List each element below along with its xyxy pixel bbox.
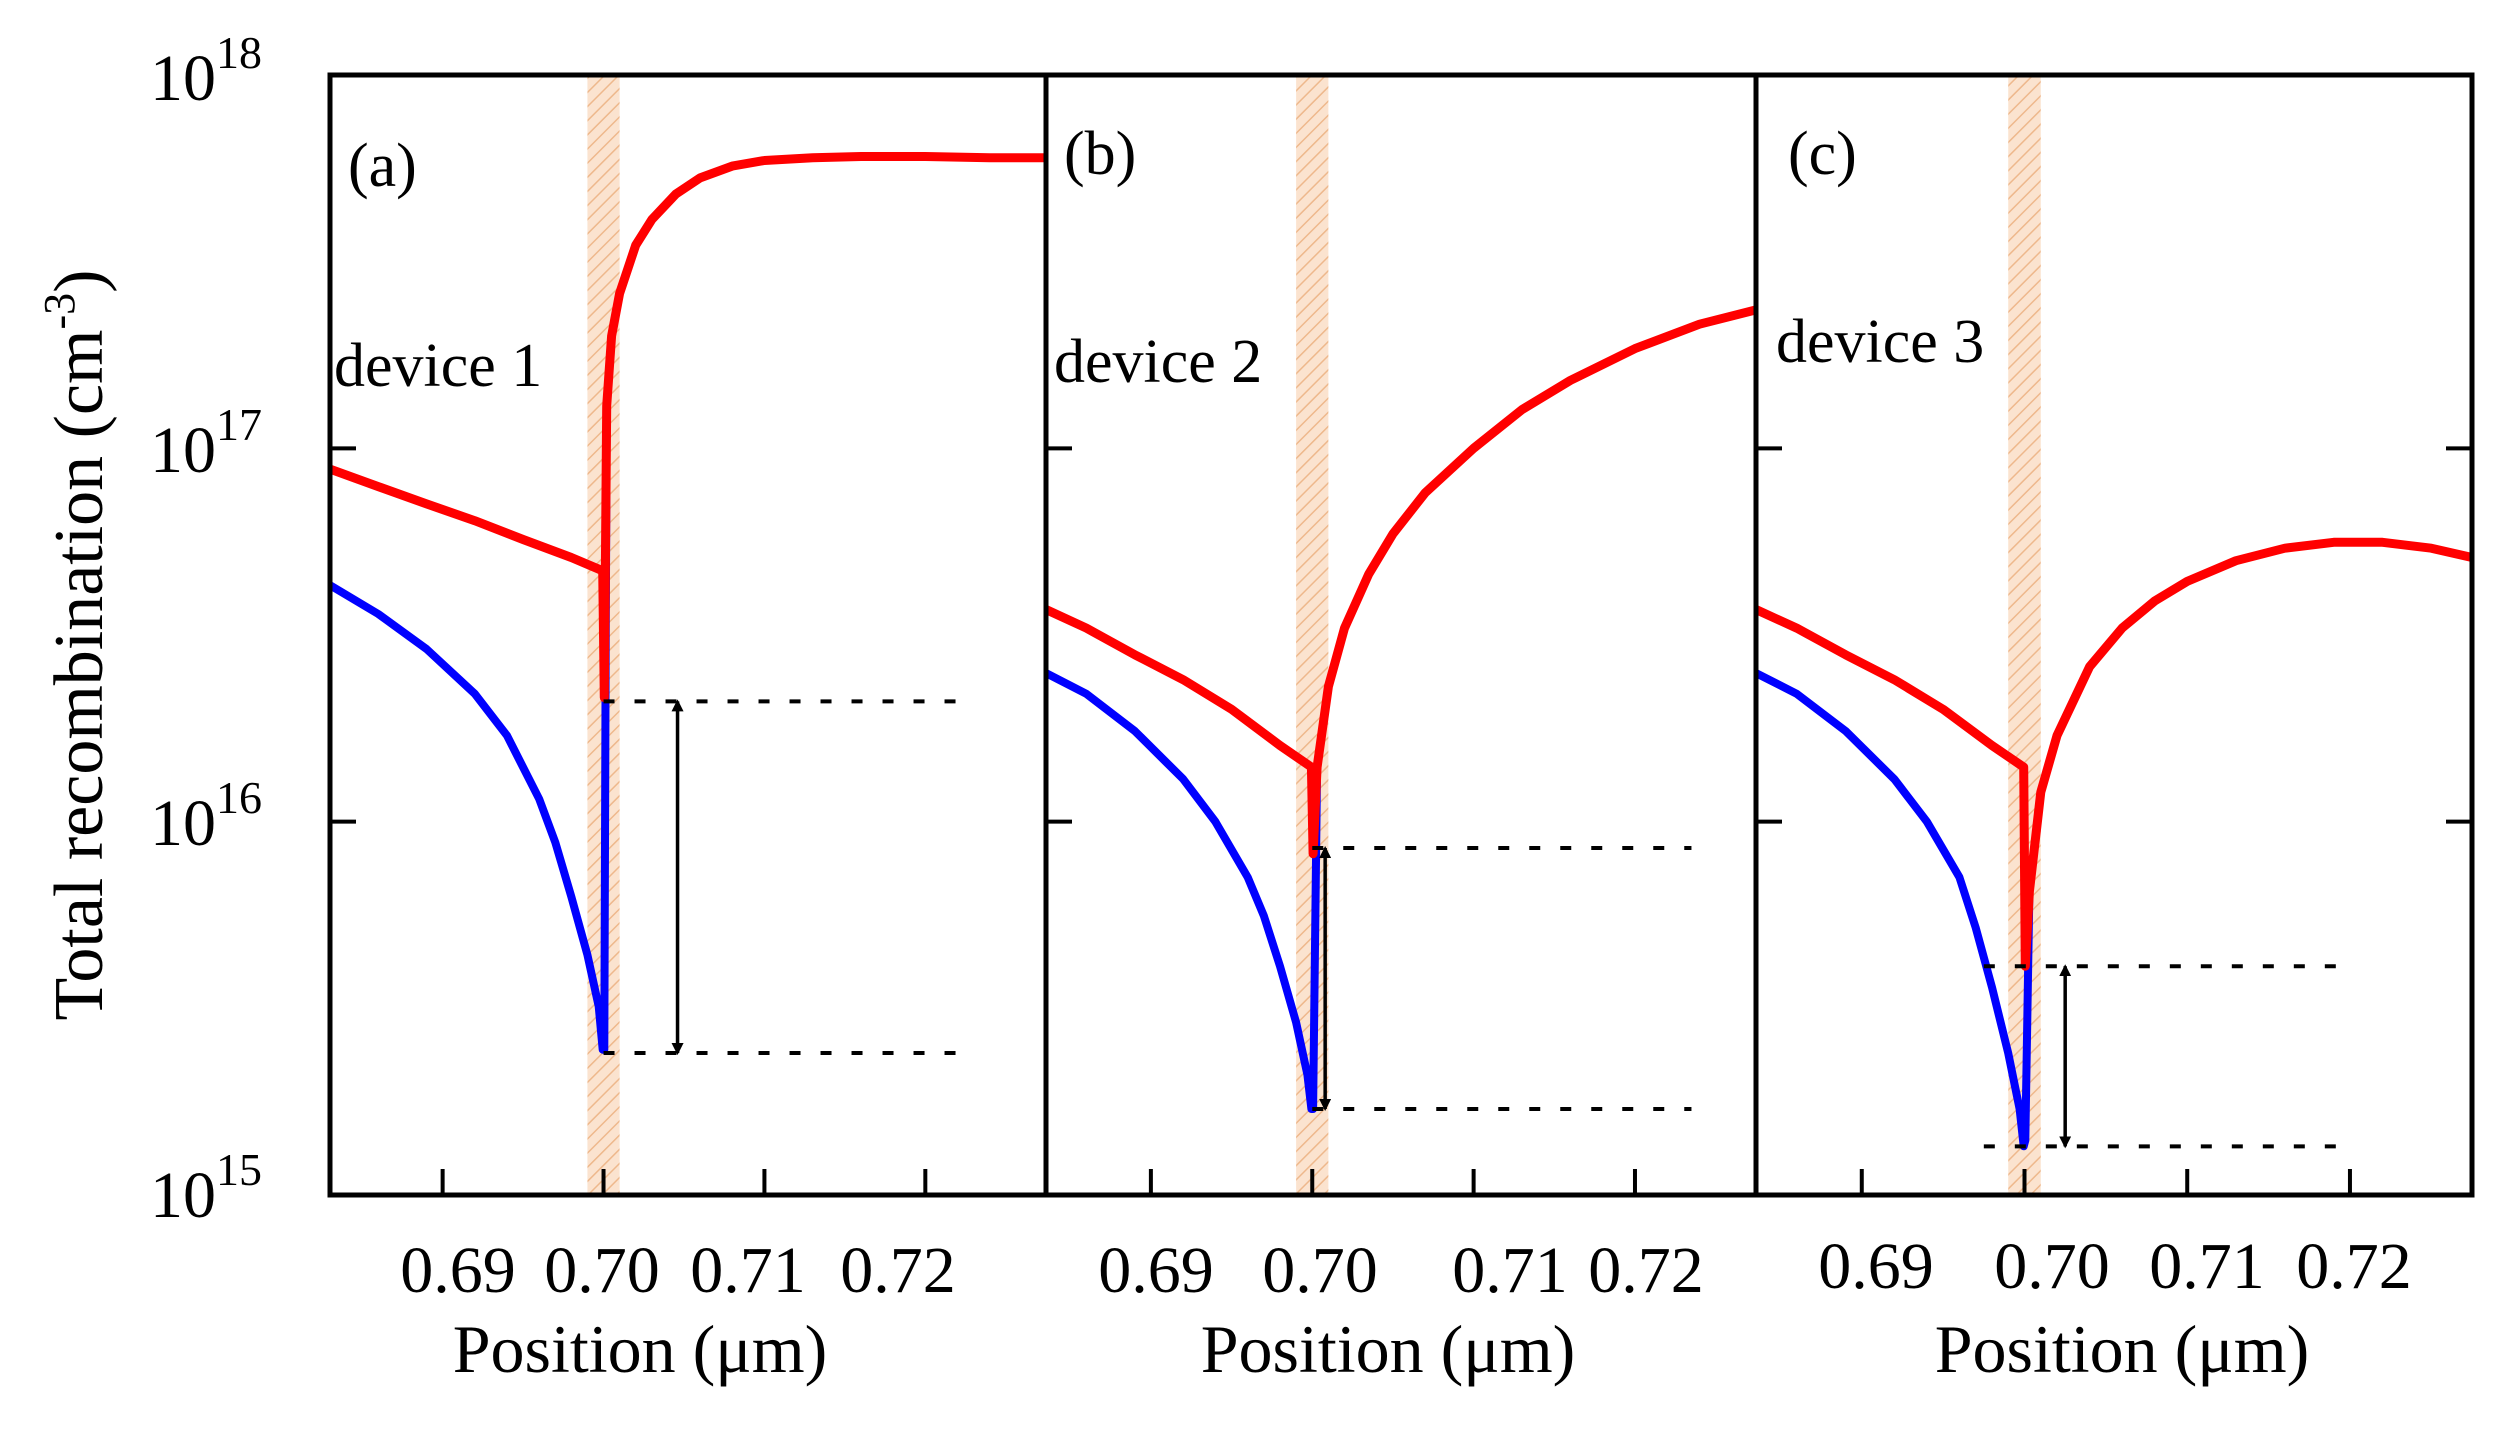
device-label: device 2 [1054,328,1262,396]
red-curve [1046,305,1756,859]
y-ticks [1756,446,2472,824]
x-ticks [1859,1169,2352,1195]
x-axis-label: Position (μm) [1201,1311,1576,1387]
panel-label: (c) [1788,120,1857,188]
red-curve [1756,537,2472,971]
blue-curve [1046,305,1756,1113]
x-tick-label: 0.70 [1994,1230,2110,1303]
y-tick-label-1e16: 1016 [150,772,262,860]
y-tick-label-1e15: 1015 [150,1144,262,1232]
x-tick-label: 0.72 [840,1234,956,1307]
device-label: device 3 [1776,308,1984,376]
x-axis-label: Position (μm) [1935,1311,2310,1387]
red-curve [330,152,1046,703]
panel-b: 0.69 0.70 0.71 0.72 Position (μm) (b) de… [1046,75,1756,1387]
blue-curve [330,152,1046,1054]
y-tick-labels: 1015 1016 1017 1018 [150,27,262,1232]
panel-label: (a) [348,132,417,200]
device-label: device 1 [334,332,542,400]
x-tick-label: 0.70 [544,1234,660,1307]
x-tick-label: 0.71 [2149,1230,2265,1303]
x-tick-label: 0.70 [1262,1234,1378,1307]
y-ticks [330,446,356,824]
panel-a: 0.69 0.70 0.71 0.72 Position (μm) (a) de… [330,75,1046,1387]
x-tick-label: 0.72 [1588,1234,1704,1307]
y-ticks [1046,446,1072,824]
x-tick-label: 0.71 [1452,1234,1568,1307]
x-tick-label: 0.72 [2296,1230,2412,1303]
x-tick-label: 0.69 [400,1234,516,1307]
plot-frame [327,72,2475,1198]
x-tick-label: 0.69 [1098,1234,1214,1307]
y-tick-label-1e17: 1017 [150,399,262,487]
y-tick-label-1e18: 1018 [150,27,262,115]
x-ticks [440,1169,928,1195]
panel-label: (b) [1064,120,1136,188]
y-axis-label: Total recombination (cm-3) [35,270,118,1021]
x-axis-label: Position (μm) [453,1311,828,1387]
x-ticks [1148,1169,1637,1195]
x-tick-label: 0.71 [690,1234,806,1307]
panel-c: 0.69 0.70 0.71 0.72 Position (μm) (c) de… [1756,75,2472,1387]
x-tick-label: 0.69 [1818,1230,1934,1303]
